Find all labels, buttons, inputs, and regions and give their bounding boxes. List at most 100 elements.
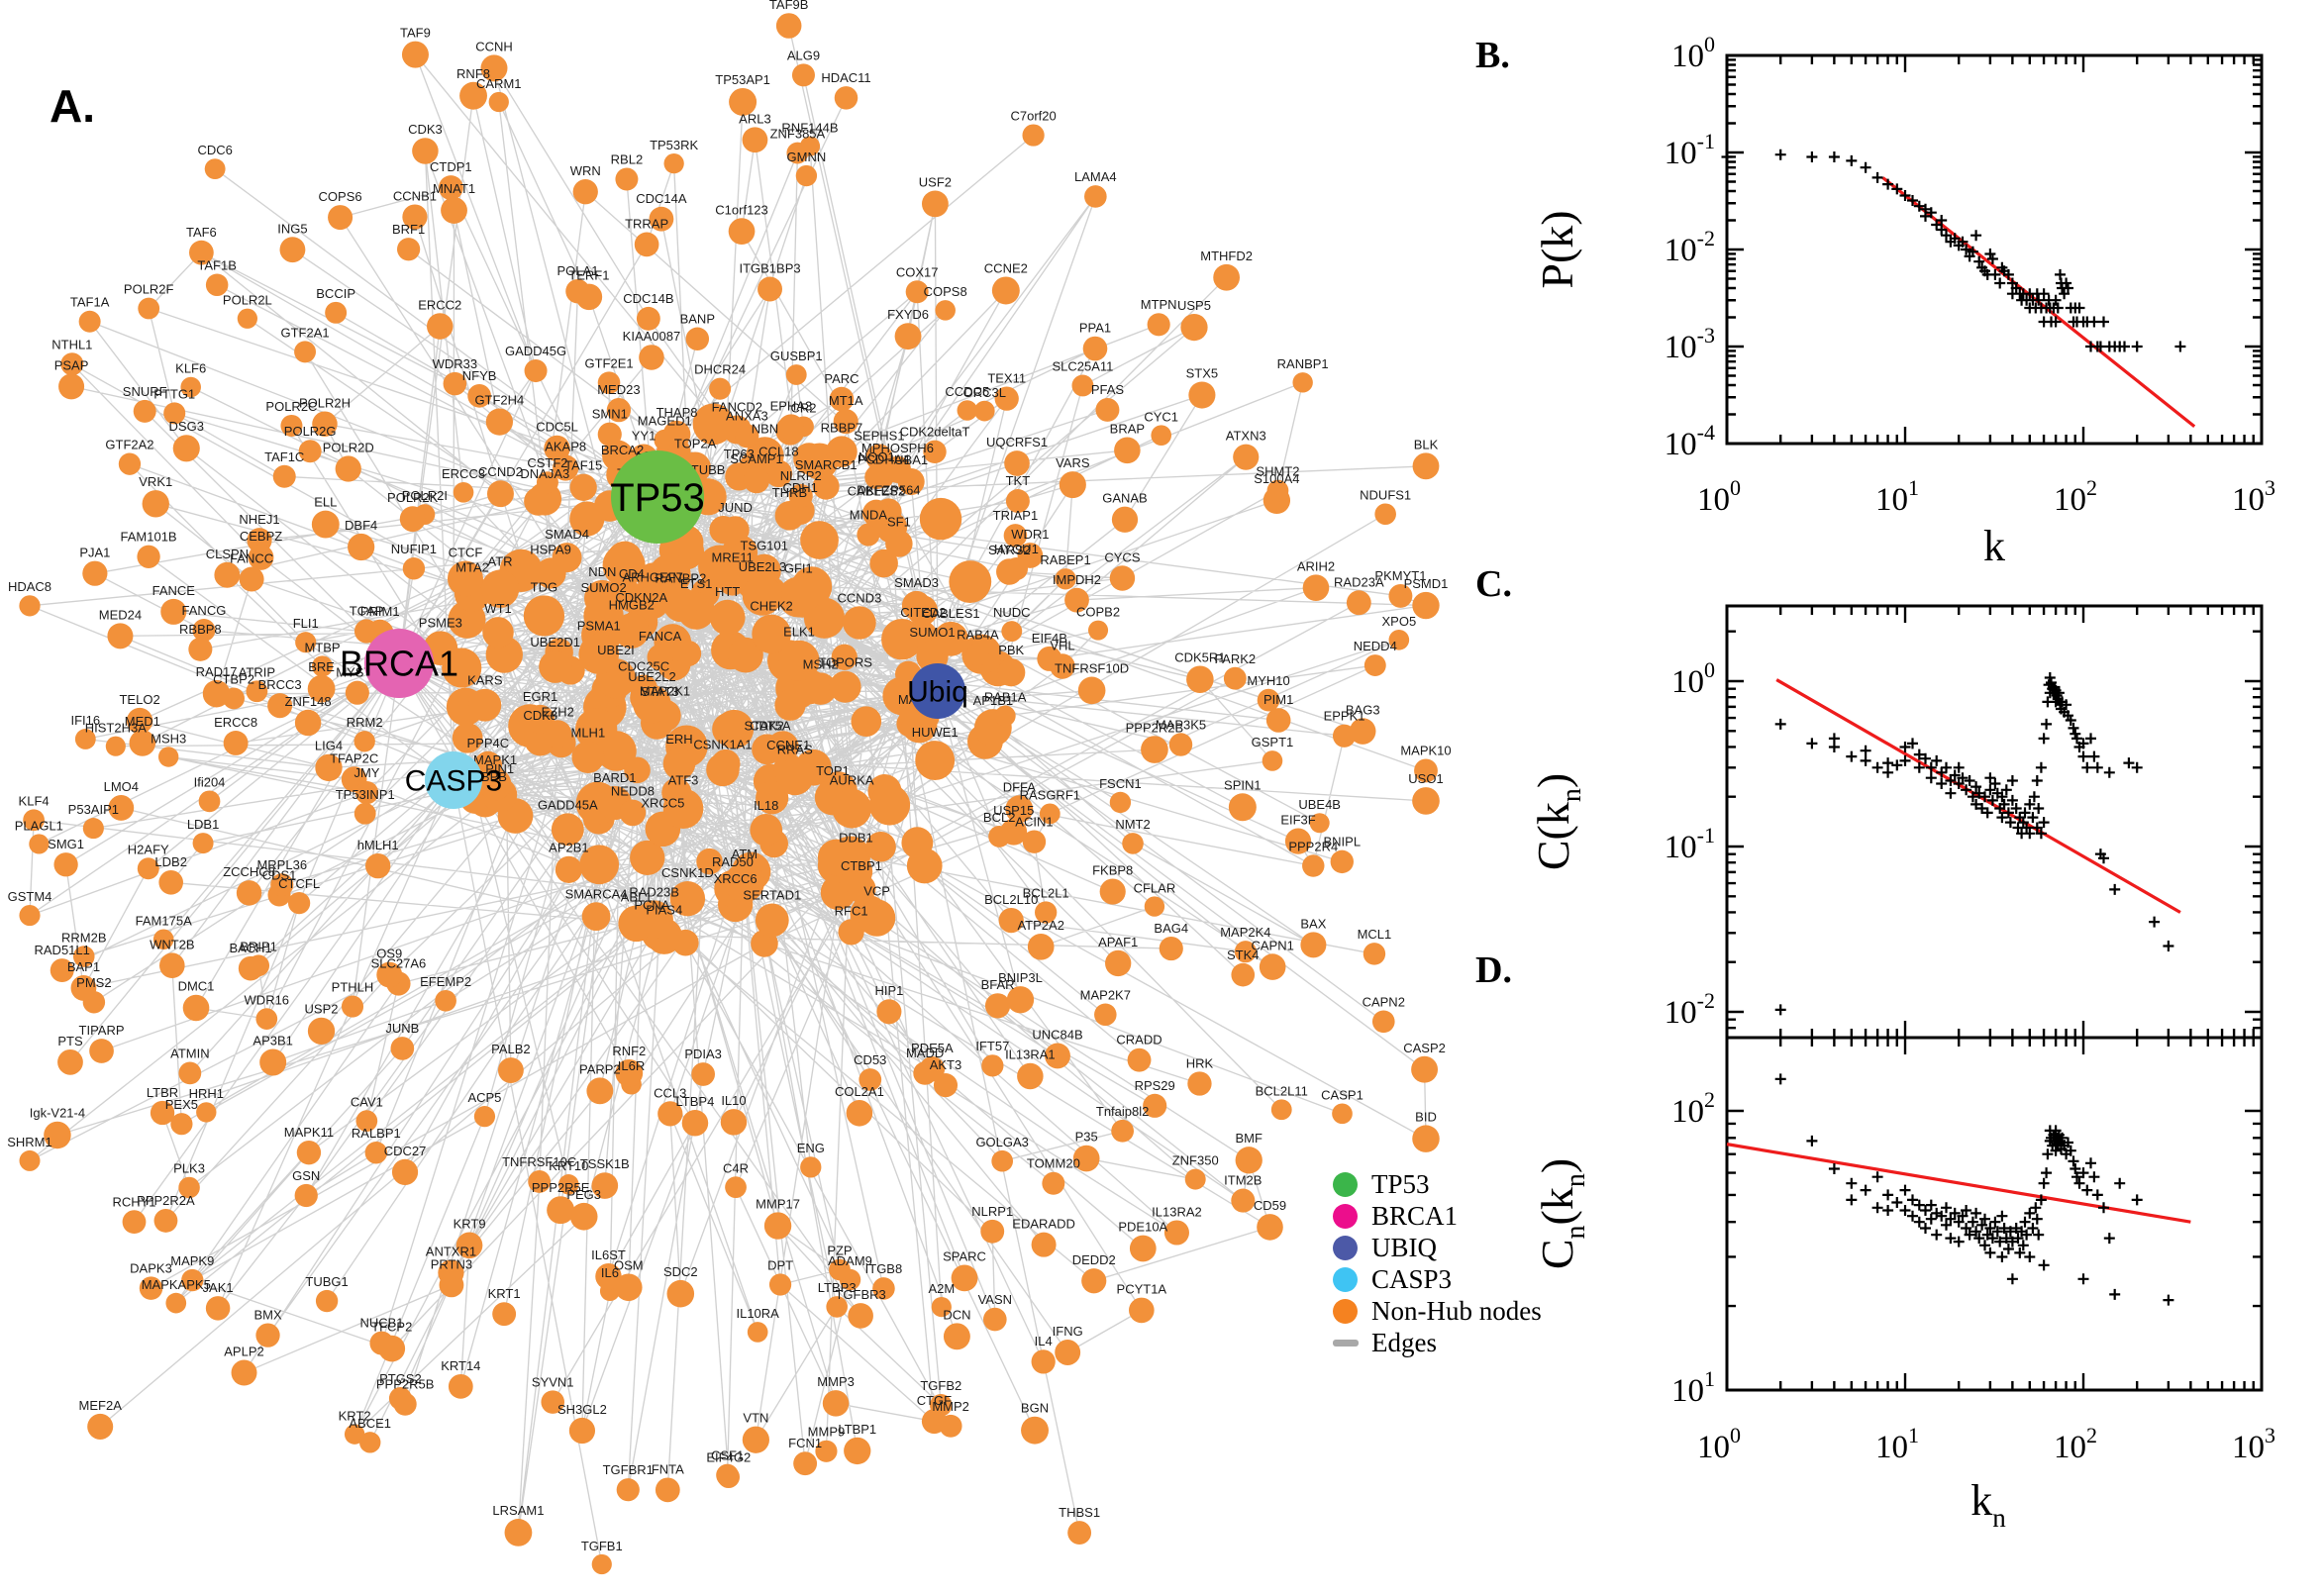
network-node-label: PALB2 xyxy=(491,1042,531,1056)
network-node xyxy=(649,553,691,597)
network-node xyxy=(311,510,340,539)
network-node xyxy=(1414,758,1438,783)
network-node-label: CDK5R1 xyxy=(1174,649,1225,664)
network-node xyxy=(616,1478,640,1502)
network-node xyxy=(558,1174,579,1195)
network-node-label: FKBP8 xyxy=(1092,862,1133,877)
network-node xyxy=(633,684,671,724)
network-node-label: POLR2C xyxy=(265,399,317,414)
network-node-label: DDB1 xyxy=(839,831,873,846)
network-node xyxy=(634,232,659,257)
network-node xyxy=(72,946,95,967)
network-node-label: KIAA0087 xyxy=(623,329,681,344)
network-node xyxy=(74,729,96,749)
network-node-label: HDAC11 xyxy=(821,70,870,85)
network-node xyxy=(872,1277,895,1300)
network-node-label: STX5 xyxy=(1186,365,1219,380)
network-node xyxy=(196,1102,217,1123)
network-node-label: IL13RA2 xyxy=(1152,1204,1202,1219)
network-node xyxy=(915,741,956,780)
network-node xyxy=(858,1068,882,1091)
network-node xyxy=(402,204,428,230)
network-node-label: ATP2A2 xyxy=(1017,918,1063,933)
network-nodes xyxy=(19,13,1440,1575)
network-node-label: DHCR24 xyxy=(694,362,746,377)
network-node xyxy=(1004,450,1030,476)
network-node-label: TAF15 xyxy=(564,458,602,473)
network-node-label: GSPT1 xyxy=(1252,735,1294,749)
network-node xyxy=(742,1426,769,1453)
network-node-label: ZCCHC8 xyxy=(223,864,275,879)
network-node xyxy=(1257,688,1280,712)
network-node xyxy=(397,238,421,261)
network-node-label: NLRP1 xyxy=(971,1204,1013,1219)
network-node xyxy=(583,595,624,637)
network-node-label: FNTA xyxy=(652,1461,684,1476)
network-node-label: TNFRSF10D xyxy=(1055,661,1129,676)
network-node-label: CCNB1 xyxy=(393,188,437,203)
network-node xyxy=(553,454,579,481)
network-node-label: JAK1 xyxy=(203,1280,234,1295)
network-node-label: EIF4B xyxy=(1032,631,1067,646)
network-node xyxy=(812,472,840,500)
network-node-label: BCL2L10 xyxy=(984,892,1038,907)
network-node xyxy=(614,1273,643,1302)
network-node-label: SDC2 xyxy=(663,1264,698,1279)
network-node-label: WRN xyxy=(570,163,601,178)
network-node xyxy=(838,919,864,946)
network-node-label: ANXA3 xyxy=(726,408,768,423)
network-node xyxy=(401,41,429,68)
network-node-label: AURKA xyxy=(830,773,874,788)
network-node-label: SEPHS1 xyxy=(854,428,904,443)
network-node xyxy=(60,352,84,376)
network-node xyxy=(182,994,210,1022)
tick-label: 103 xyxy=(2232,475,2275,518)
network-node xyxy=(315,1289,339,1313)
network-node xyxy=(447,560,483,597)
network-node xyxy=(1067,1521,1092,1545)
network-node xyxy=(768,1273,792,1296)
network-node-label: BRCC3 xyxy=(258,677,302,692)
network-node xyxy=(1180,313,1208,342)
network-node xyxy=(355,1110,378,1133)
network-node xyxy=(943,1323,970,1350)
network-node-label: BRIP1 xyxy=(240,939,277,953)
network-node xyxy=(706,752,740,787)
network-node-label: LRSAM1 xyxy=(492,1503,544,1518)
network-node-label: CEBPZ xyxy=(240,529,282,544)
network-node-label: MYH10 xyxy=(1247,673,1289,688)
network-node xyxy=(774,689,806,721)
network-node-label: GTF2E1 xyxy=(584,355,633,370)
network-node xyxy=(153,1208,178,1233)
network-node-label: TFAP2C xyxy=(330,750,378,765)
network-node xyxy=(1111,506,1139,533)
network-node-label: UBE2D1 xyxy=(530,635,580,649)
network-node-label: SPIN1 xyxy=(1224,777,1262,792)
network-node-label: RANBP1 xyxy=(1277,356,1329,371)
network-node-label: POLR2F xyxy=(124,282,174,297)
network-node-label: BACH1 xyxy=(229,941,271,955)
network-node xyxy=(108,795,135,821)
network-node xyxy=(729,87,758,116)
network-node xyxy=(1231,1188,1256,1213)
network-node-label: MAGED1 xyxy=(638,414,692,429)
network-node xyxy=(1363,943,1386,965)
network-node xyxy=(238,955,263,981)
tick-label: 10-2 xyxy=(1665,226,1715,268)
network-node-label: CDKN2A xyxy=(615,590,667,605)
network-node xyxy=(544,720,572,748)
network-node-label: UBE4B xyxy=(1298,797,1341,812)
network-node-label: RBL2 xyxy=(611,151,644,166)
network-node-label: BMF xyxy=(1236,1131,1263,1146)
network-node xyxy=(459,81,487,110)
network-node-label: USP15 xyxy=(993,803,1034,818)
network-node-label: MT1A xyxy=(829,393,863,408)
network-node xyxy=(205,1296,231,1321)
network-node xyxy=(857,523,880,547)
network-node xyxy=(831,644,858,670)
network-node-label: DNAJA3 xyxy=(520,466,569,481)
network-node xyxy=(606,541,643,577)
network-node xyxy=(591,1553,612,1575)
network-node-label: HDAC8 xyxy=(8,579,51,594)
network-node xyxy=(1084,185,1107,208)
